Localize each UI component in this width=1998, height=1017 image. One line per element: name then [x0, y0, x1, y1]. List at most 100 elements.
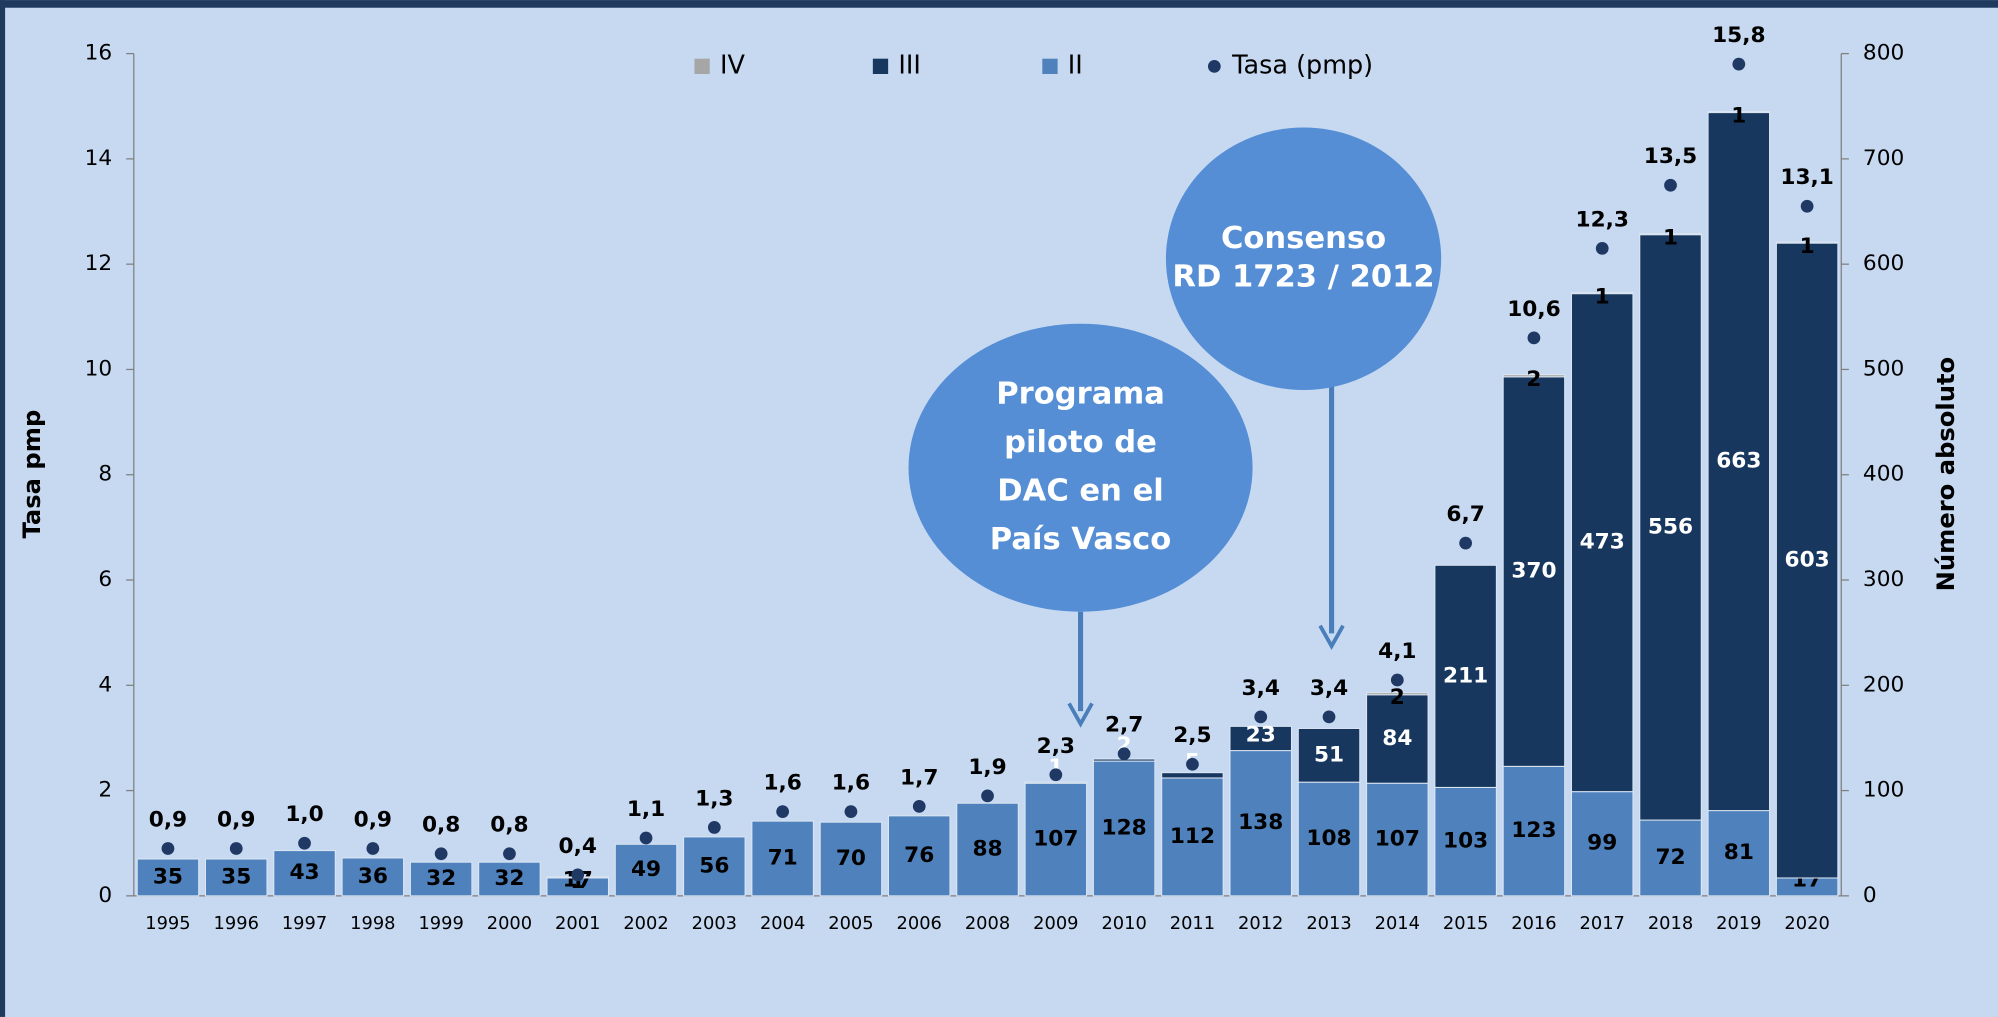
bar-segment [1366, 694, 1429, 784]
rate-dot [1527, 331, 1541, 345]
bar-label: 88 [972, 837, 1002, 862]
rate-label: 4,1 [1378, 639, 1416, 664]
bar-label: 51 [1314, 742, 1344, 767]
rate-label: 2,7 [1105, 713, 1143, 738]
annotation-text: DAC en el [997, 473, 1164, 508]
bar-segment [273, 850, 336, 897]
bar-segment [819, 821, 883, 897]
x-tick-label: 2020 [1784, 913, 1829, 934]
rate-label: 13,1 [1780, 165, 1833, 190]
bar-label: 107 [1033, 827, 1078, 852]
bar-label: 56 [699, 853, 729, 878]
rate-dot [1664, 178, 1677, 192]
bar-label: 1 [1595, 285, 1610, 310]
x-tick-label: 1997 [282, 913, 327, 934]
rate-dot [1049, 768, 1063, 782]
y-axis-label: Tasa pmp [18, 410, 46, 539]
bar-segment [1024, 781, 1088, 784]
y2-tick-label: 400 [1863, 462, 1904, 487]
bar-label: 1 [1731, 104, 1746, 129]
rate-label: 1,0 [285, 802, 323, 827]
bar-segment [1229, 725, 1292, 752]
rate-dot [1459, 536, 1472, 550]
x-tick-label: 1999 [418, 913, 463, 934]
bar-label: 32 [494, 866, 524, 891]
rate-label: 0,8 [490, 813, 528, 838]
x-tick-label: 2009 [1033, 913, 1078, 934]
rate-label: 15,8 [1712, 23, 1765, 48]
bar-label: 2 [1526, 367, 1541, 392]
bar-label: 71 [768, 845, 798, 870]
bar-label: 35 [153, 864, 183, 889]
rate-label: 1,7 [900, 765, 938, 790]
bar-segment [1707, 110, 1771, 114]
bar-label: 211 [1443, 663, 1488, 688]
x-tick-label: 2000 [487, 913, 532, 934]
legend-marker [1042, 58, 1058, 74]
legend-marker [1207, 59, 1221, 73]
annotation-text: piloto de [1004, 425, 1157, 460]
legend-label: Tasa (pmp) [1231, 50, 1373, 80]
rate-dot [1322, 710, 1336, 724]
bar-segment [1570, 292, 1634, 295]
rate-label: 13,5 [1644, 144, 1697, 169]
y2-tick-label: 300 [1863, 567, 1904, 592]
legend-marker [694, 58, 710, 74]
legend-label: III [898, 50, 921, 80]
rate-dot [639, 831, 653, 845]
annotation-bubble [908, 323, 1253, 612]
bar-segment [136, 858, 200, 897]
y2-tick-label: 800 [1863, 41, 1904, 66]
rate-dot [981, 789, 994, 803]
x-tick-label: 2004 [760, 913, 805, 934]
y-tick-label: 4 [98, 672, 112, 697]
bar-segment [1639, 233, 1702, 236]
bar-label: 603 [1785, 548, 1830, 573]
x-tick-label: 2013 [1306, 913, 1351, 934]
y2-tick-label: 200 [1863, 672, 1904, 697]
bar-segment [1502, 765, 1566, 897]
bar-segment [1502, 376, 1566, 767]
rate-dot [434, 847, 448, 861]
x-tick-label: 2002 [623, 913, 668, 934]
x-tick-label: 2011 [1170, 913, 1215, 934]
bar-label: 473 [1580, 530, 1625, 555]
x-tick-label: 2005 [828, 913, 873, 934]
rate-label: 0,8 [422, 813, 460, 838]
bar-label: 128 [1102, 815, 1147, 840]
rate-label: 0,9 [217, 807, 255, 832]
bar-segment [1775, 241, 1839, 244]
y-tick-label: 0 [98, 883, 112, 908]
y-tick-label: 16 [85, 41, 113, 66]
bar-segment [1161, 772, 1224, 779]
annotation-arrowhead [1067, 702, 1094, 728]
rate-dot [844, 805, 858, 819]
rate-dot [161, 842, 175, 855]
rate-dot [1186, 757, 1199, 771]
x-tick-label: 2010 [1101, 913, 1146, 934]
bar-segment [1434, 564, 1497, 788]
x-tick-label: 2015 [1443, 913, 1488, 934]
bar-label: 43 [289, 860, 319, 885]
x-tick-label: 2017 [1580, 913, 1625, 934]
rate-label: 1,9 [968, 755, 1006, 780]
bar-segment [1639, 819, 1702, 897]
rate-label: 12,3 [1576, 207, 1629, 232]
y-tick-label: 12 [85, 251, 113, 276]
bar-segment [204, 858, 268, 897]
y2-tick-label: 0 [1863, 883, 1877, 908]
x-tick-label: 2016 [1511, 913, 1556, 934]
bar-segment [478, 861, 541, 897]
bar-label: 108 [1306, 826, 1351, 851]
bar-segment [1502, 374, 1566, 378]
y-tick-label: 14 [85, 146, 113, 171]
bar-label: 556 [1648, 514, 1693, 539]
x-tick-label: 1996 [214, 913, 259, 934]
bar-label: 1 [1800, 234, 1815, 259]
x-tick-label: 2012 [1238, 913, 1283, 934]
y2-axis-label: Número absoluto [1932, 357, 1960, 592]
rate-dot [1732, 57, 1746, 71]
bar-label: 99 [1587, 831, 1617, 856]
legend-label: II [1068, 50, 1083, 80]
